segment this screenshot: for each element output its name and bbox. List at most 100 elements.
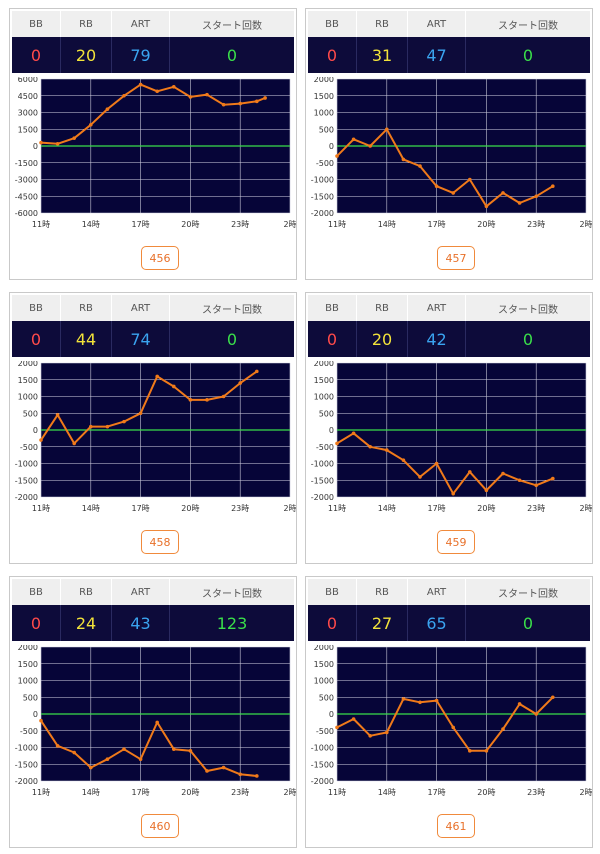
rb-count: 31 [357, 37, 408, 73]
art-header: ART [112, 11, 170, 37]
y-tick-label: 1500 [18, 660, 38, 669]
bb-header: BB [12, 579, 61, 605]
data-point [401, 458, 406, 462]
data-point [368, 444, 372, 449]
series-line [336, 696, 554, 752]
x-tick-label: 17時 [428, 220, 446, 229]
data-point [55, 141, 60, 146]
data-point [468, 470, 472, 474]
x-tick-label: 11時 [328, 504, 346, 513]
y-tick-label: 1000 [314, 109, 334, 118]
x-tick-label: 14時 [82, 504, 100, 513]
machine-card: BB 0 RB 24 ART 43 スタート回数 123 2000 1500 1000 500 0 -50… [9, 576, 297, 848]
data-point [221, 394, 226, 399]
data-point [451, 191, 455, 195]
art-header: ART [112, 295, 170, 321]
rb-header: RB [357, 11, 408, 37]
data-point [105, 424, 110, 429]
rb-count: 20 [61, 37, 112, 73]
data-point [551, 476, 555, 481]
stats-table: BB 0 RB 27 ART 65 スタート回数 0 [308, 579, 590, 641]
y-tick-label: 500 [319, 409, 334, 418]
data-point [188, 95, 193, 99]
art-count: 47 [408, 37, 466, 73]
data-point [122, 747, 126, 751]
data-point [517, 478, 522, 483]
x-tick-label: 14時 [378, 788, 396, 797]
y-tick-label: 1500 [18, 125, 38, 134]
data-point [72, 441, 76, 446]
data-point [221, 765, 226, 770]
stats-table: BB 0 RB 44 ART 74 スタート回数 0 [12, 295, 294, 357]
data-point [255, 774, 259, 778]
bb-count: 0 [12, 321, 61, 357]
y-tick-label: -6000 [15, 209, 38, 218]
y-tick-label: -500 [316, 727, 334, 736]
data-point [351, 717, 356, 721]
machine-number-button[interactable]: 457 [437, 246, 475, 270]
data-point [105, 107, 110, 111]
y-tick-label: -1500 [15, 760, 38, 769]
rb-header: RB [357, 579, 408, 605]
y-tick-label: -1500 [311, 760, 334, 769]
bb-count: 0 [12, 37, 61, 73]
data-point [385, 127, 389, 132]
y-tick-label: 1500 [314, 92, 334, 101]
data-point [138, 411, 143, 416]
y-tick-label: 0 [33, 426, 38, 435]
machine-number-button[interactable]: 458 [141, 530, 179, 554]
rb-count: 44 [61, 321, 112, 357]
machine-number-button[interactable]: 460 [141, 814, 179, 838]
y-tick-label: 6000 [18, 77, 38, 84]
x-tick-label: 2時 [283, 220, 296, 229]
y-tick-label: -500 [316, 443, 334, 452]
machine-number-button[interactable]: 461 [437, 814, 475, 838]
data-point [418, 475, 422, 479]
machine-card: BB 0 RB 31 ART 47 スタート回数 0 2000 1500 1000 500 0 -500-… [305, 8, 593, 280]
data-point [138, 82, 143, 87]
x-tick-label: 20時 [181, 504, 199, 513]
series-line [40, 370, 258, 445]
data-point [534, 712, 538, 716]
x-tick-label: 11時 [32, 504, 50, 513]
data-point [501, 727, 505, 731]
y-tick-label: 0 [33, 710, 38, 719]
machine-number-button[interactable]: 456 [141, 246, 179, 270]
y-tick-label: -1500 [311, 476, 334, 485]
start-count: 0 [170, 37, 294, 73]
data-point [385, 730, 389, 735]
x-tick-label: 23時 [231, 788, 249, 797]
x-tick-label: 14時 [378, 220, 396, 229]
line-chart: 6000 4500 3000 1500 0 -1500 -3000 -4500 -6000 11時… [15, 77, 296, 229]
data-point [434, 461, 439, 466]
data-point [188, 398, 193, 402]
y-tick-label: -500 [20, 443, 38, 452]
bb-count: 0 [12, 605, 61, 641]
x-tick-label: 11時 [328, 220, 346, 229]
data-point [335, 441, 339, 446]
bb-header: BB [308, 11, 357, 37]
x-tick-label: 2時 [283, 504, 296, 513]
rb-header: RB [61, 11, 112, 37]
series-line [40, 720, 257, 777]
data-point [517, 201, 522, 205]
data-point [172, 747, 176, 751]
data-point [72, 750, 76, 755]
y-tick-label: -500 [20, 727, 38, 736]
line-chart: 2000 1500 1000 500 0 -500 -1000 -1500 -2000 11時 14… [15, 361, 296, 513]
bb-header: BB [308, 295, 357, 321]
line-chart: 2000 1500 1000 500 0 -500 -1000 -1500 -2000 11時 14… [15, 645, 296, 797]
data-point [205, 769, 209, 773]
machine-number-button[interactable]: 459 [437, 530, 475, 554]
start-count-header: スタート回数 [170, 295, 294, 321]
stats-table: BB 0 RB 31 ART 47 スタート回数 0 [308, 11, 590, 73]
y-tick-label: -1000 [311, 744, 334, 753]
x-tick-label: 17時 [132, 788, 150, 797]
y-tick-label: 0 [329, 142, 334, 151]
y-tick-label: 500 [319, 125, 334, 134]
y-tick-label: 500 [23, 409, 38, 418]
rb-count: 24 [61, 605, 112, 641]
y-tick-label: 2000 [314, 645, 334, 652]
data-point [89, 424, 93, 429]
data-point [172, 384, 176, 389]
